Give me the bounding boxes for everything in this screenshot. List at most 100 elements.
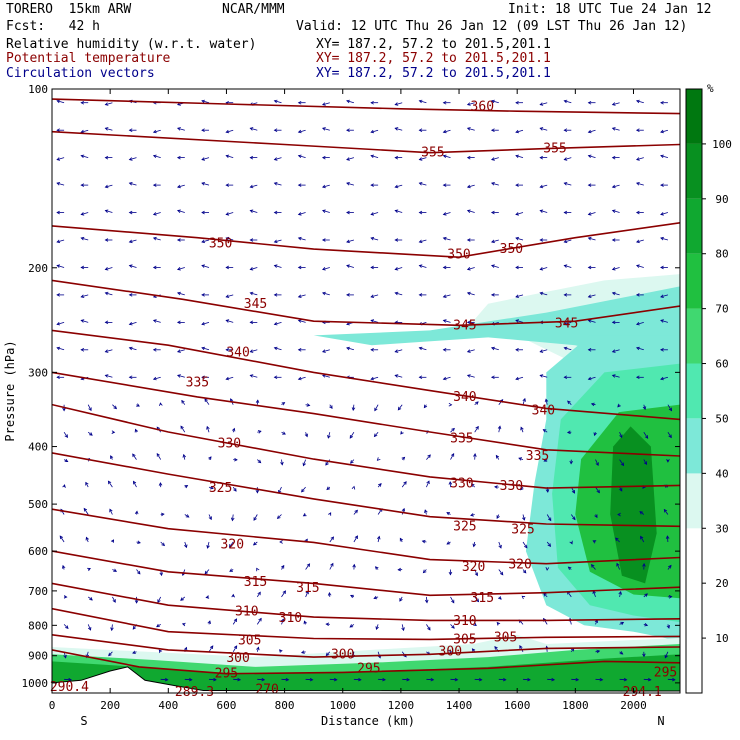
circulation-vector-head [107,480,112,485]
circulation-vector [274,322,282,325]
circulation-vector-head [401,507,406,512]
circulation-vector [660,376,669,380]
circulation-vector-head [519,645,523,649]
circulation-vector-head [547,543,552,547]
circulation-vector-head [636,182,640,186]
circulation-vector-head [225,129,230,134]
circulation-vector-head [322,209,326,213]
circulation-vector [660,212,669,215]
circulation-vector [56,182,65,186]
circulation-vector [588,294,596,298]
circulation-vector-head [660,265,664,270]
circulation-vector [498,569,504,576]
rh-fill-upper-band [313,286,680,373]
circulation-vector-head [346,239,350,244]
circulation-vector [322,127,330,131]
circulation-vector [274,157,282,160]
circulation-vector [426,678,434,681]
circulation-vector-head [322,349,326,353]
circulation-vector [87,624,91,631]
contour-label: 305 [238,633,261,648]
circulation-vector-head [249,320,254,325]
circulation-vector-head [56,322,61,326]
circulation-vector-head [382,677,386,682]
y-tick-label: 900 [28,650,48,663]
contour-label: 345 [453,318,476,333]
circulation-vector [515,237,524,241]
circulation-vector-head [442,154,447,158]
circulation-vector-head [225,319,230,323]
circulation-vector-head [176,374,181,378]
circulation-vector [346,182,355,186]
circulation-vector-head [201,128,205,132]
circulation-vector [564,322,572,325]
circulation-vector [663,509,669,515]
circulation-vector-head [322,291,326,296]
circulation-vector [419,265,427,268]
circulation-vector-head [666,625,670,629]
circulation-vector [325,459,331,466]
circulation-vector-head [80,100,85,105]
contour-label: 305 [453,632,476,647]
circulation-vector-head [225,294,230,298]
circulation-vector-head [660,319,664,323]
circulation-vector [207,541,210,549]
circulation-vector-head [373,595,378,600]
circulation-vector [177,349,185,353]
circulation-vector-head [592,540,597,544]
circulation-vector-head [352,563,356,568]
circulation-vector-head [660,348,664,352]
circulation-vector-head [478,677,483,682]
circulation-vector-head [276,515,281,519]
circulation-vector-head [65,625,69,630]
circulation-vector [543,618,548,625]
colorbar-tick-label: 90 [715,193,728,206]
circulation-vector-head [258,617,262,622]
circulation-vector-head [128,375,133,380]
circulation-vector-head [401,627,405,632]
circulation-vector [636,265,644,268]
init-time: Init: 18 UTC Tue 24 Jan 12 [508,2,712,17]
circulation-vector-head [225,348,229,352]
circulation-vector-head [442,100,447,105]
theta-contour-335 [52,371,680,457]
circulation-vector [450,624,455,629]
circulation-vector [322,210,330,213]
circulation-vector-head [255,489,260,494]
circulation-vector [105,127,113,131]
colorbar-swatch [686,143,702,199]
circulation-vector [281,619,284,625]
circulation-vector-head [134,428,139,433]
contour-label: 310 [453,614,476,629]
plot-frame [51,88,681,694]
circulation-vector-head [660,236,664,241]
circulation-vector-head [253,517,257,521]
colorbar-swatch [686,583,702,639]
circulation-vector [250,267,258,270]
circulation-vector-head [152,348,157,352]
circulation-vector-head [225,265,229,270]
circulation-vector [612,292,620,296]
circulation-vector [522,514,525,521]
circulation-vector-head [496,621,501,626]
circulation-vector-head [231,427,236,432]
x-tick-label: 0 [49,699,56,712]
circulation-vector [83,508,89,515]
circulation-vector-head [587,348,592,352]
circulation-vector-head [132,453,136,458]
circulation-vector-head [635,375,640,380]
circulation-vector [153,155,161,158]
circulation-vector [250,374,258,378]
circulation-vector-head [394,102,399,106]
circulation-vector [395,102,403,106]
circulation-vector-head [515,348,519,352]
circulation-vector-head [346,293,350,297]
circulation-vector [56,157,65,160]
circulation-vector-head [418,182,423,186]
circulation-vector [395,374,403,378]
circulation-vector [498,426,501,433]
circulation-vector-head [87,626,92,631]
circulation-vector [595,678,603,681]
contour-label: 290.4 [50,680,89,695]
circulation-vector [636,239,644,243]
